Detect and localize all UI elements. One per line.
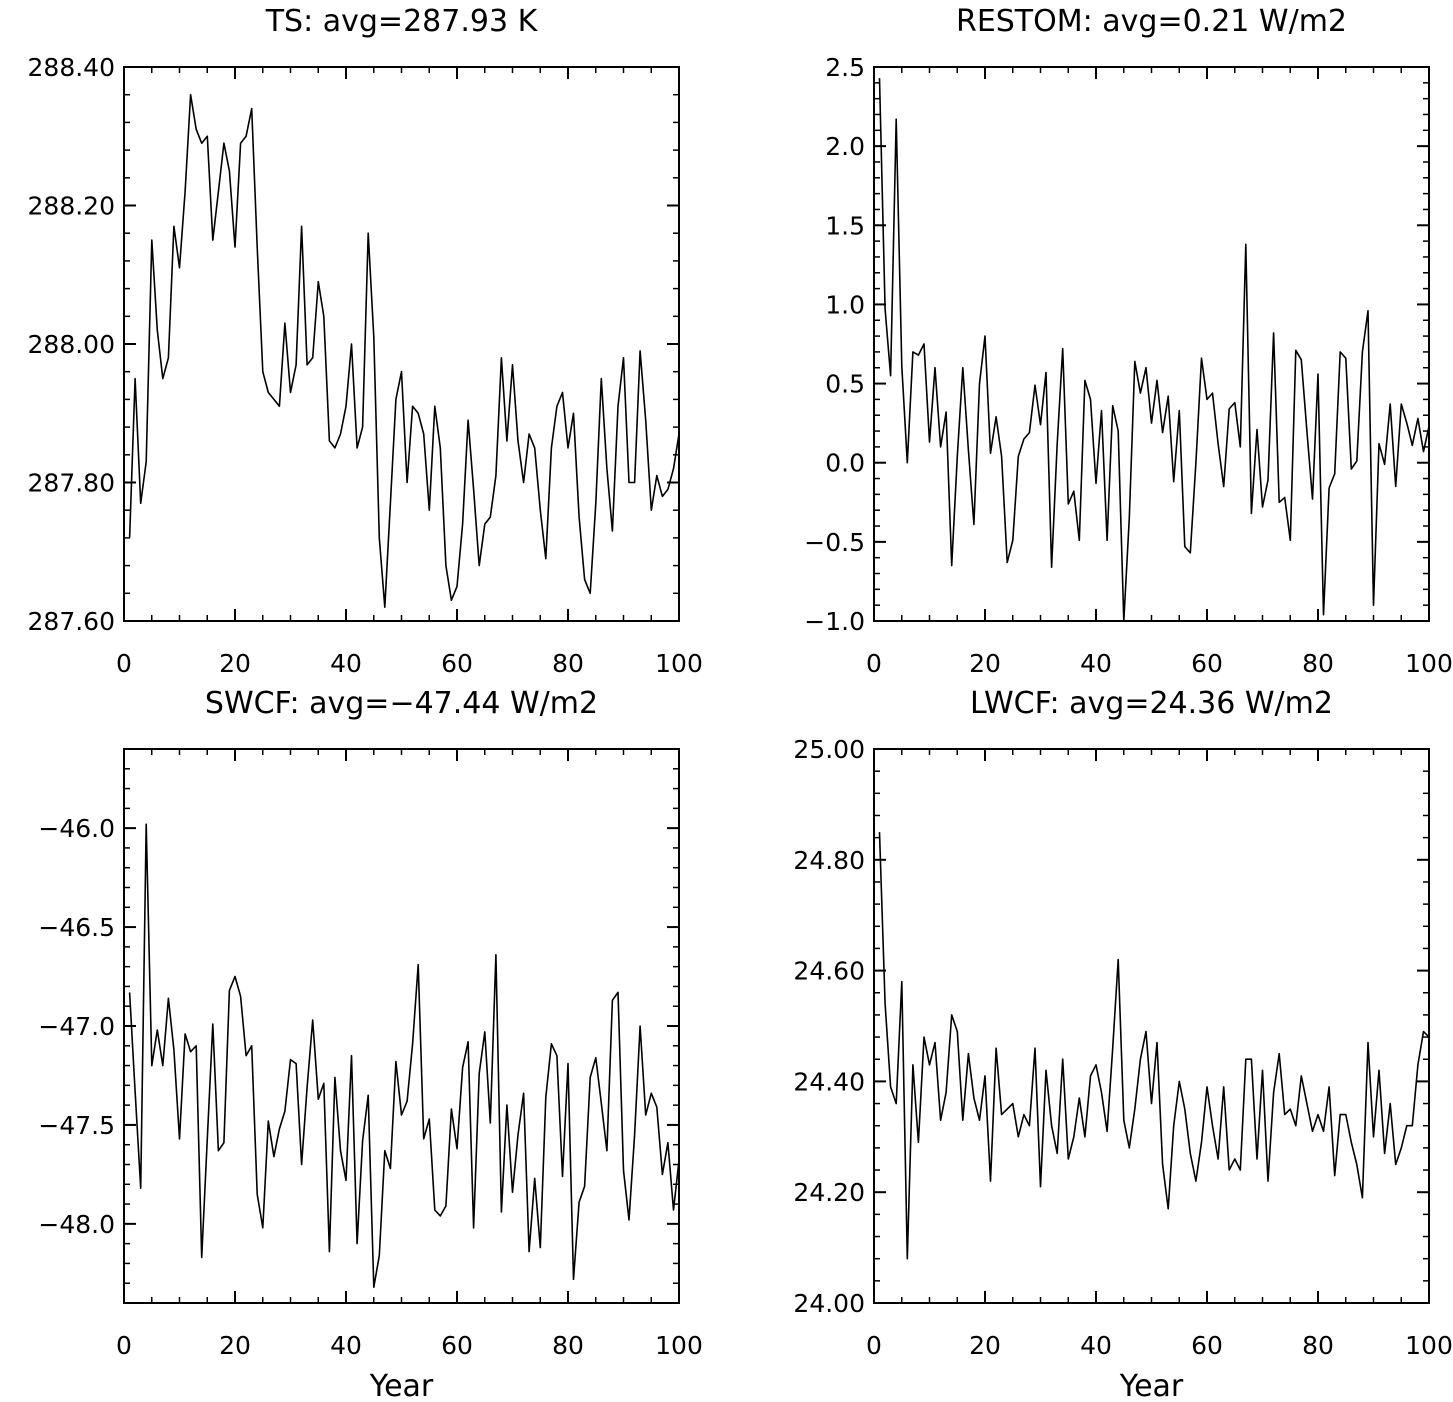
x-tick-label: 40 [1080, 1331, 1112, 1360]
x-axis-label: Year [1119, 1369, 1184, 1402]
x-tick-label: 0 [116, 649, 132, 678]
x-tick-label: 0 [866, 649, 882, 678]
y-tick-label: 2.0 [825, 132, 865, 161]
series-line [128, 823, 680, 1288]
y-tick-label: 24.40 [793, 1067, 865, 1096]
chart-title: LWCF: avg=24.36 W/m2 [970, 686, 1333, 721]
plot-frame [873, 748, 1430, 1304]
chart-title: TS: avg=287.93 K [265, 4, 539, 39]
panel-3: SWCF: avg=−47.44 W/m2 0 20 40 60 80 100 −48.0 −4… [38, 686, 702, 1402]
y-tick-label: −1.0 [804, 607, 865, 636]
y-tick-label: 288.00 [28, 330, 115, 359]
x-tick-label: 80 [552, 1331, 584, 1360]
x-tick-label: 20 [969, 1331, 1001, 1360]
y-tick-label: 288.20 [28, 192, 115, 221]
y-tick-label: 24.60 [793, 957, 865, 986]
x-tick-label: 80 [1302, 1331, 1334, 1360]
x-tick-label: 40 [1080, 649, 1112, 678]
x-tick-label: 100 [655, 649, 703, 678]
x-tick-label: 60 [1191, 1331, 1223, 1360]
plot-frame [123, 748, 680, 1304]
x-tick-label: 80 [1302, 649, 1334, 678]
y-tick-label: 25.00 [793, 735, 865, 764]
y-tick-label: 288.40 [28, 53, 115, 82]
x-tick-label: 40 [330, 1331, 362, 1360]
y-tick-label: −46.5 [38, 913, 115, 942]
panel-4: LWCF: avg=24.36 W/m2 0 20 40 60 80 100 24.00 24.… [793, 686, 1452, 1402]
y-tick-label: 287.60 [28, 607, 115, 636]
x-tick-label: 60 [441, 649, 473, 678]
y-tick-label: 1.0 [825, 290, 865, 319]
chart-title: RESTOM: avg=0.21 W/m2 [956, 4, 1347, 39]
x-tick-label: 0 [116, 1331, 132, 1360]
x-tick-label: 40 [330, 649, 362, 678]
x-tick-label: 100 [655, 1331, 703, 1360]
x-tick-label: 60 [1191, 649, 1223, 678]
x-tick-label: 20 [219, 649, 251, 678]
y-tick-label: 2.5 [825, 53, 865, 82]
y-tick-label: −47.0 [38, 1012, 115, 1041]
series-line [878, 832, 1430, 1260]
y-tick-label: 0.0 [825, 449, 865, 478]
y-tick-label: −48.0 [38, 1210, 115, 1239]
x-tick-label: 20 [219, 1331, 251, 1360]
panel-1: TS: avg=287.93 K 0 20 40 60 80 100 287.60 287.80… [28, 4, 703, 678]
y-tick-label: 24.20 [793, 1178, 865, 1207]
x-tick-label: 20 [969, 649, 1001, 678]
x-axis-label: Year [369, 1369, 434, 1402]
series-line [878, 78, 1430, 622]
y-tick-label: 24.00 [793, 1289, 865, 1318]
y-tick-label: 24.80 [793, 846, 865, 875]
plot-frame [873, 66, 1430, 622]
chart-title: SWCF: avg=−47.44 W/m2 [205, 686, 598, 721]
y-tick-label: 0.5 [825, 370, 865, 399]
y-tick-label: −46.0 [38, 814, 115, 843]
x-tick-label: 100 [1405, 1331, 1453, 1360]
x-tick-label: 100 [1405, 649, 1453, 678]
x-tick-label: 60 [441, 1331, 473, 1360]
x-tick-label: 80 [552, 649, 584, 678]
y-tick-label: 1.5 [825, 211, 865, 240]
x-tick-label: 0 [866, 1331, 882, 1360]
y-tick-label: −47.5 [38, 1111, 115, 1140]
y-tick-label: 287.80 [28, 469, 115, 498]
y-tick-label: −0.5 [804, 528, 865, 557]
series-line [128, 93, 680, 609]
panel-2: RESTOM: avg=0.21 W/m2 0 20 40 60 80 100 −1.0 −0.… [804, 4, 1453, 678]
